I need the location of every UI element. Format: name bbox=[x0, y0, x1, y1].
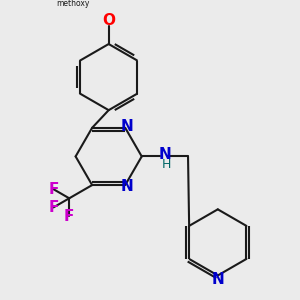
Text: N: N bbox=[212, 272, 224, 287]
Text: F: F bbox=[64, 209, 74, 224]
Text: N: N bbox=[121, 179, 133, 194]
Text: N: N bbox=[121, 119, 133, 134]
Text: F: F bbox=[48, 200, 59, 215]
Text: O: O bbox=[102, 14, 115, 28]
Text: F: F bbox=[48, 182, 59, 197]
Text: methoxy: methoxy bbox=[56, 0, 89, 8]
Text: N: N bbox=[158, 147, 171, 162]
Text: H: H bbox=[162, 158, 171, 171]
